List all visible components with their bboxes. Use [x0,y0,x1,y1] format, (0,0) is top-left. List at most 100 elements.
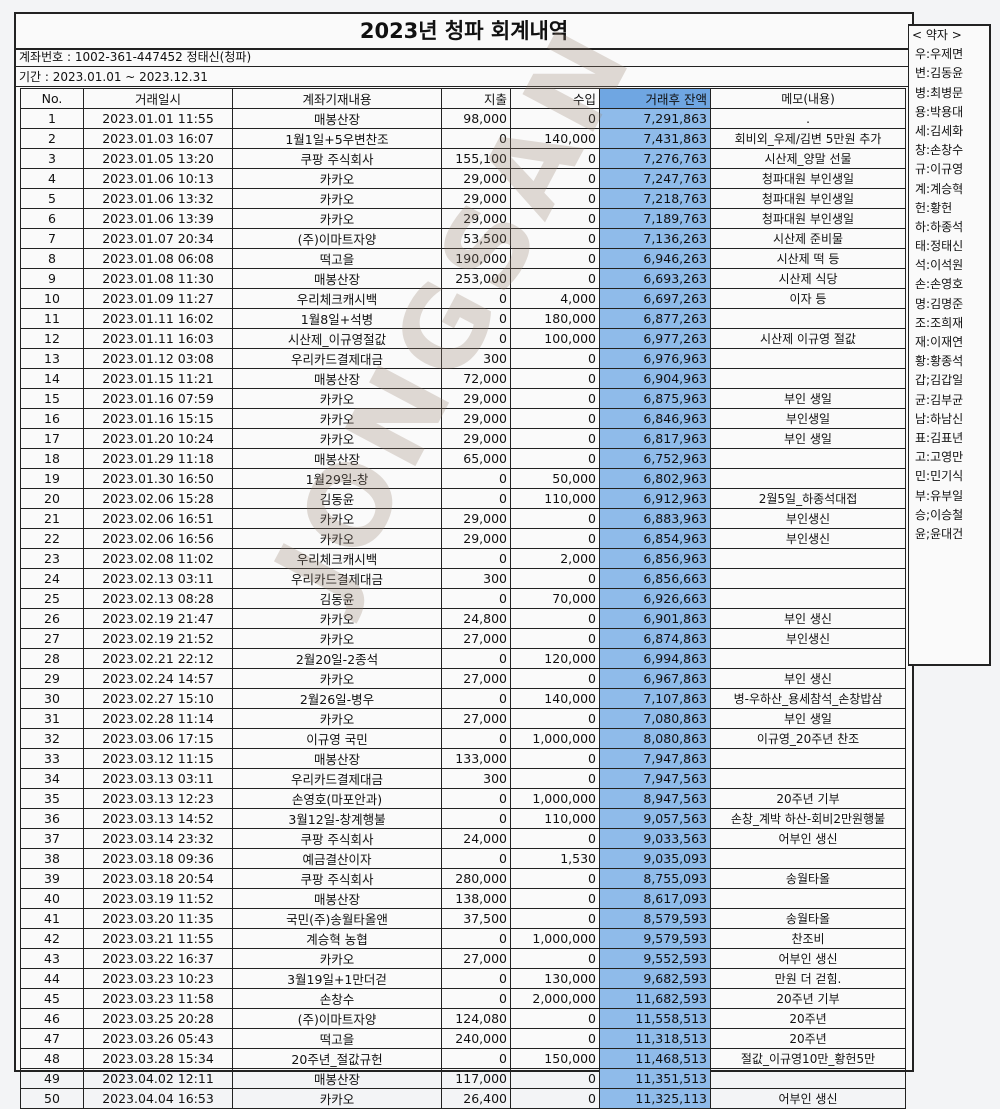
row-memo [710,588,906,609]
row-balance: 11,682,593 [599,988,711,1009]
row-memo: 송월타올 [710,908,906,929]
row-expense: 65,000 [441,448,511,469]
row-description: 시산제_이규영절값 [232,328,442,349]
row-memo [710,748,906,769]
row-balance: 8,755,093 [599,868,711,889]
row-description: 카카오 [232,508,442,529]
row-no: 47 [20,1028,84,1049]
row-expense: 29,000 [441,388,511,409]
row-no: 13 [20,348,84,369]
row-memo [710,448,906,469]
row-datetime: 2023.03.18 20:54 [83,868,233,889]
row-description: 매봉산장 [232,268,442,289]
row-no: 10 [20,288,84,309]
row-datetime: 2023.01.06 10:13 [83,168,233,189]
row-memo [710,468,906,489]
row-datetime: 2023.01.30 16:50 [83,468,233,489]
row-datetime: 2023.01.08 11:30 [83,268,233,289]
row-memo: 시산제 준비물 [710,228,906,249]
row-expense: 0 [441,688,511,709]
legend-item: 부:유부일 [915,488,964,503]
table-row: 11 2023.01.11 16:02 1월8일+석병 0 180,000 6,877,2… [20,308,906,329]
row-no: 43 [20,948,84,969]
row-description: 1월1일+5우변찬조 [232,128,442,149]
row-description: 쿠팡 주식회사 [232,868,442,889]
row-memo: 20주년 [710,1008,906,1029]
row-memo: 부인 생신 [710,608,906,629]
table-row: 26 2023.02.19 21:47 카카오 24,800 0 6,901,863 부인 … [20,608,906,629]
row-datetime: 2023.03.13 14:52 [83,808,233,829]
row-expense: 29,000 [441,208,511,229]
row-description: 우리카드결제대금 [232,568,442,589]
table-row: 29 2023.02.24 14:57 카카오 27,000 0 6,967,863 부인 … [20,668,906,689]
row-expense: 72,000 [441,368,511,389]
row-memo: 부인 생일 [710,428,906,449]
row-balance: 8,080,863 [599,728,711,749]
row-expense: 280,000 [441,868,511,889]
row-income: 0 [510,868,600,889]
row-description: 2월26일-병우 [232,688,442,709]
row-income: 0 [510,948,600,969]
row-memo: 부인 생일 [710,708,906,729]
row-no: 24 [20,568,84,589]
row-memo [710,548,906,569]
row-expense: 0 [441,588,511,609]
table-row: 20 2023.02.06 15:28 김동윤 0 110,000 6,912,963 2월… [20,488,906,509]
row-description: 카카오 [232,408,442,429]
legend-item: 세:김세화 [915,123,964,138]
row-description: 쿠팡 주식회사 [232,148,442,169]
row-memo: 절값_이규영10만_황헌5만 [710,1048,906,1069]
row-income: 0 [510,748,600,769]
table-row: 7 2023.01.07 20:34 (주)이마트자양 53,500 0 7,136,26… [20,228,906,249]
account-number: 계좌번호 : 1002-361-447452 정태신(청파) [16,48,912,67]
row-memo: 찬조비 [710,928,906,949]
row-datetime: 2023.03.18 09:36 [83,848,233,869]
row-expense: 0 [441,988,511,1009]
row-balance: 11,325,113 [599,1088,711,1109]
row-income: 0 [510,528,600,549]
row-description: 20주년_절값규헌 [232,1048,442,1069]
row-income: 0 [510,888,600,909]
row-balance: 6,912,963 [599,488,711,509]
row-no: 17 [20,428,84,449]
row-datetime: 2023.02.06 16:56 [83,528,233,549]
table-row: 1 2023.01.01 11:55 매봉산장 98,000 0 7,291,863. [20,108,906,129]
row-income: 0 [510,628,600,649]
row-balance: 11,468,513 [599,1048,711,1069]
row-datetime: 2023.02.19 21:47 [83,608,233,629]
legend-item: 갑;김갑일 [915,373,964,388]
row-description: (주)이마트자양 [232,228,442,249]
row-memo: 청파대원 부인생일 [710,188,906,209]
row-income: 0 [510,368,600,389]
row-income: 0 [510,668,600,689]
table-row: 49 2023.04.02 12:11 매봉산장 117,000 0 11,351,513 [20,1068,906,1089]
row-income: 180,000 [510,308,600,329]
row-description: 카카오 [232,608,442,629]
row-balance: 9,035,093 [599,848,711,869]
row-no: 45 [20,988,84,1009]
row-expense: 155,100 [441,148,511,169]
row-balance: 11,558,513 [599,1008,711,1029]
row-memo: 청파대원 부인생일 [710,208,906,229]
row-description: 우리체크캐시백 [232,548,442,569]
row-memo [710,1068,906,1089]
row-datetime: 2023.02.13 03:11 [83,568,233,589]
row-datetime: 2023.03.14 23:32 [83,828,233,849]
row-expense: 24,800 [441,608,511,629]
table-row: 9 2023.01.08 11:30 매봉산장 253,000 0 6,693,263 시산… [20,268,906,289]
row-balance: 7,107,863 [599,688,711,709]
row-memo [710,768,906,789]
row-income: 1,000,000 [510,728,600,749]
table-row: 41 2023.03.20 11:35 국민(주)송월타올앤 37,500 0 8,579… [20,908,906,929]
row-balance: 7,136,263 [599,228,711,249]
row-memo: 이규영_20주년 찬조 [710,728,906,749]
row-income: 110,000 [510,488,600,509]
row-description: 매봉산장 [232,108,442,129]
row-expense: 0 [441,848,511,869]
table-row: 23 2023.02.08 11:02 우리체크캐시백 0 2,000 6,856,963 [20,548,906,569]
row-expense: 0 [441,488,511,509]
row-expense: 29,000 [441,188,511,209]
table-row: 50 2023.04.04 16:53 카카오 26,400 0 11,325,113 어부… [20,1088,906,1109]
row-expense: 117,000 [441,1068,511,1089]
table-row: 44 2023.03.23 10:23 3월19일+1만더걷 0 130,000 9,68… [20,968,906,989]
